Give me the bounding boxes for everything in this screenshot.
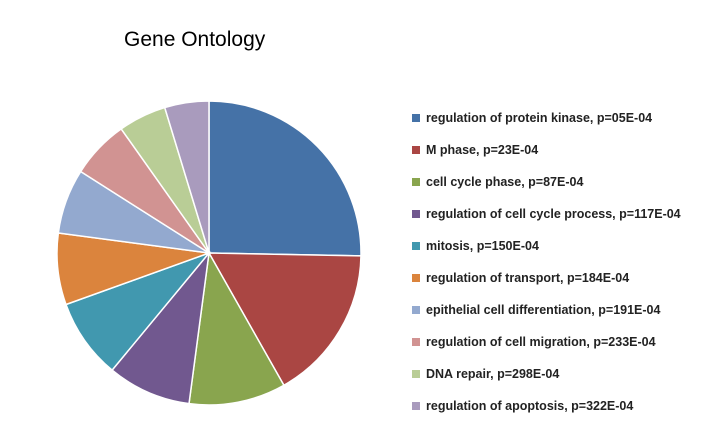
legend-item-9: DNA repair, p=298E-04 <box>412 358 702 390</box>
legend-swatch-8 <box>412 338 420 346</box>
legend-swatch-10 <box>412 402 420 410</box>
legend-item-8: regulation of cell migration, p=233E-04 <box>412 326 702 358</box>
legend-item-5: mitosis, p=150E-04 <box>412 230 702 262</box>
legend-swatch-1 <box>412 114 420 122</box>
legend-item-10: regulation of apoptosis, p=322E-04 <box>412 390 702 422</box>
legend-label-1: regulation of protein kinase, p=05E-04 <box>426 111 653 125</box>
legend-label-10: regulation of apoptosis, p=322E-04 <box>426 399 634 413</box>
pie-slice-3 <box>188 250 285 406</box>
legend-swatch-2 <box>412 146 420 154</box>
legend-swatch-5 <box>412 242 420 250</box>
legend-item-4: regulation of cell cycle process, p=117E… <box>412 198 702 230</box>
legend-swatch-7 <box>412 306 420 314</box>
legend-label-8: regulation of cell migration, p=233E-04 <box>426 335 656 349</box>
pie-slice-1 <box>208 100 362 257</box>
legend-label-5: mitosis, p=150E-04 <box>426 239 539 253</box>
legend-swatch-9 <box>412 370 420 378</box>
legend-item-1: regulation of protein kinase, p=05E-04 <box>412 102 702 134</box>
pie-slice-4 <box>111 250 211 405</box>
legend-item-2: M phase, p=23E-04 <box>412 134 702 166</box>
legend-swatch-4 <box>412 210 420 218</box>
legend-label-3: cell cycle phase, p=87E-04 <box>426 175 584 189</box>
legend-label-7: epithelial cell differentiation, p=191E-… <box>426 303 661 317</box>
legend-label-2: M phase, p=23E-04 <box>426 143 539 157</box>
legend-label-4: regulation of cell cycle process, p=117E… <box>426 207 681 221</box>
pie-slice-2 <box>207 252 362 387</box>
legend-label-9: DNA repair, p=298E-04 <box>426 367 560 381</box>
pie-slice-10 <box>163 100 210 254</box>
pie-chart <box>56 100 362 406</box>
legend-swatch-3 <box>412 178 420 186</box>
legend-label-6: regulation of transport, p=184E-04 <box>426 271 630 285</box>
legend-item-3: cell cycle phase, p=87E-04 <box>412 166 702 198</box>
legend-item-7: epithelial cell differentiation, p=191E-… <box>412 294 702 326</box>
legend-item-6: regulation of transport, p=184E-04 <box>412 262 702 294</box>
chart-title: Gene Ontology <box>124 28 266 51</box>
legend: regulation of protein kinase, p=05E-04 M … <box>412 102 702 422</box>
legend-swatch-6 <box>412 274 420 282</box>
